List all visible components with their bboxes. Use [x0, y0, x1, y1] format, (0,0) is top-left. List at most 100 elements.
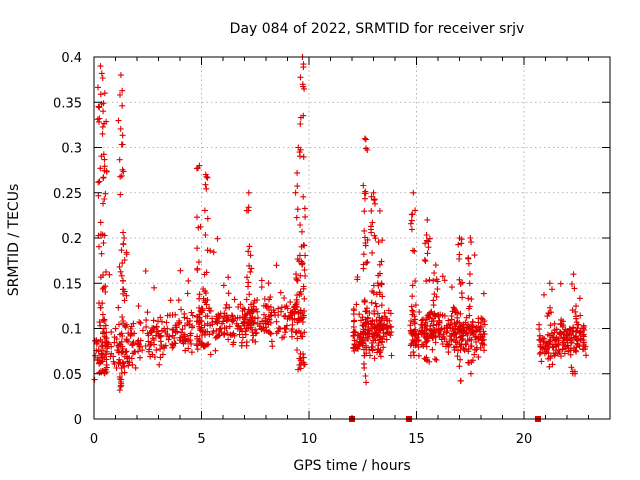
data-point — [439, 273, 446, 280]
data-point — [301, 205, 308, 212]
data-point — [451, 331, 458, 338]
data-point — [456, 276, 463, 283]
data-point — [171, 340, 178, 347]
data-point — [282, 304, 288, 311]
data-point — [544, 341, 551, 348]
data-point — [357, 332, 364, 339]
data-point — [149, 325, 156, 332]
data-point — [102, 289, 109, 295]
data-point — [368, 223, 374, 230]
data-point — [135, 348, 142, 355]
data-point — [425, 244, 432, 251]
data-point — [174, 328, 181, 335]
data-point — [100, 108, 107, 115]
data-point — [361, 135, 368, 142]
data-point — [131, 349, 138, 355]
data-point — [423, 356, 429, 363]
data-point — [445, 342, 452, 349]
data-point — [246, 291, 253, 298]
data-point — [369, 249, 376, 256]
data-point — [361, 352, 368, 359]
data-point — [374, 331, 381, 338]
data-point — [129, 342, 136, 349]
data-point — [430, 322, 437, 329]
data-point — [547, 336, 554, 343]
data-point — [350, 332, 357, 339]
data-point — [361, 337, 368, 344]
data-point — [363, 342, 369, 349]
data-point — [195, 337, 202, 344]
data-point — [99, 75, 106, 81]
data-point — [558, 316, 565, 323]
data-point — [466, 326, 473, 332]
data-point — [225, 274, 232, 281]
data-point — [374, 349, 381, 356]
data-point — [550, 350, 557, 357]
data-point — [568, 364, 575, 371]
data-point — [100, 200, 106, 207]
x-axis-title: GPS time / hours — [293, 458, 410, 474]
data-point — [385, 307, 392, 314]
data-point — [448, 313, 455, 319]
data-point — [189, 322, 196, 329]
data-point — [469, 318, 476, 325]
data-point — [204, 215, 211, 222]
data-point — [376, 261, 383, 268]
data-point — [378, 317, 385, 324]
data-point — [258, 277, 265, 284]
data-point — [555, 340, 562, 347]
data-point — [197, 307, 204, 314]
data-point — [377, 334, 384, 341]
data-point — [424, 316, 430, 323]
data-point — [302, 252, 309, 259]
data-point — [108, 350, 115, 357]
data-point — [300, 351, 306, 358]
data-point — [201, 207, 208, 214]
data-point — [117, 173, 124, 180]
data-point — [195, 224, 202, 231]
data-point — [218, 329, 225, 336]
data-point — [362, 373, 369, 379]
data-point — [302, 273, 309, 279]
data-point — [454, 310, 461, 316]
data-point — [424, 216, 431, 223]
data-point — [428, 318, 435, 325]
data-point — [297, 74, 304, 81]
data-point — [167, 297, 174, 304]
data-point — [135, 303, 142, 309]
data-point — [97, 91, 104, 98]
data-point — [422, 240, 429, 247]
data-point — [550, 344, 557, 351]
data-point — [128, 323, 135, 330]
data-point — [358, 317, 364, 324]
data-point — [369, 320, 376, 327]
data-point — [247, 322, 254, 329]
data-point — [388, 352, 395, 359]
data-point — [97, 322, 104, 329]
data-point — [119, 314, 126, 320]
data-point — [556, 349, 563, 355]
data-point — [455, 241, 462, 248]
data-point — [368, 207, 375, 214]
data-point — [368, 344, 375, 351]
data-point — [438, 325, 445, 332]
data-point — [196, 162, 203, 169]
data-point — [252, 338, 259, 345]
data-point — [468, 322, 475, 329]
data-point — [100, 317, 107, 323]
data-point — [150, 317, 157, 324]
data-point — [561, 328, 568, 335]
data-point — [536, 350, 543, 357]
data-point — [465, 305, 472, 312]
data-point — [379, 339, 386, 346]
data-point — [457, 356, 464, 363]
data-point — [159, 318, 165, 325]
data-point — [362, 136, 369, 143]
data-point — [387, 323, 394, 330]
data-point — [278, 308, 284, 315]
data-point — [360, 251, 367, 258]
data-point — [197, 327, 204, 334]
data-point — [117, 92, 123, 98]
data-point — [411, 328, 418, 335]
data-point — [363, 260, 370, 267]
